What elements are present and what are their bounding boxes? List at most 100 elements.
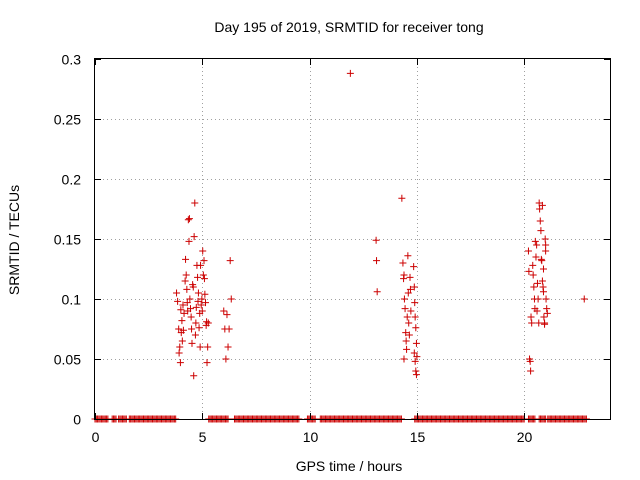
data-point [412, 371, 420, 379]
data-point [373, 288, 381, 296]
x-axis-title: GPS time / hours [296, 458, 403, 474]
data-point [413, 353, 421, 361]
data-point [411, 313, 419, 321]
data-point [227, 295, 235, 303]
data-point [533, 279, 541, 287]
data-points [91, 69, 590, 423]
data-point [185, 237, 193, 245]
data-point [411, 357, 419, 365]
data-point [192, 303, 200, 311]
plot-frame [94, 58, 611, 420]
data-point [404, 289, 412, 297]
data-point [226, 257, 234, 265]
x-tick-label: 0 [92, 429, 100, 445]
data-point [174, 297, 182, 305]
data-point [204, 319, 212, 327]
data-point [194, 289, 202, 297]
data-point [524, 247, 532, 255]
data-point [412, 339, 420, 347]
y-tick-label: 0.3 [62, 52, 82, 68]
data-point [540, 313, 548, 321]
data-point [190, 233, 198, 241]
data-point [399, 259, 407, 267]
data-point [198, 295, 206, 303]
data-point [186, 305, 194, 313]
y-tick-labels: 0 0.05 0.1 0.15 0.2 0.25 0.3 [54, 52, 81, 428]
data-point [202, 299, 210, 307]
data-point [223, 311, 231, 319]
data-point [179, 326, 187, 334]
data-point [525, 267, 533, 275]
data-point [403, 345, 411, 353]
data-point [222, 355, 230, 363]
data-point [373, 257, 381, 265]
y-tick-label: 0 [73, 412, 81, 428]
data-point [410, 349, 418, 357]
data-point [189, 283, 197, 291]
data-point [346, 69, 354, 77]
data-point [539, 265, 547, 273]
data-point [528, 319, 536, 327]
data-point [530, 283, 538, 291]
data-point [194, 297, 202, 305]
x-tick-label: 15 [410, 429, 426, 445]
data-point [186, 295, 194, 303]
data-point [192, 319, 200, 327]
data-point [196, 343, 204, 351]
data-point [201, 290, 209, 298]
y-tick-label: 0.15 [54, 232, 81, 248]
data-point [204, 343, 212, 351]
data-point [527, 313, 535, 321]
y-tick-label: 0.1 [62, 292, 82, 308]
data-point [542, 241, 550, 249]
data-point [179, 301, 187, 309]
data-point [190, 372, 198, 380]
data-point [405, 331, 413, 339]
data-point [200, 257, 208, 265]
data-point [529, 271, 537, 279]
data-point [191, 199, 199, 207]
data-point [185, 215, 193, 223]
data-point [402, 329, 410, 337]
data-point [401, 305, 409, 313]
data-point [178, 337, 186, 345]
data-point [536, 217, 544, 225]
data-point [203, 318, 211, 326]
data-point [173, 289, 181, 297]
data-point [191, 331, 199, 339]
data-point [541, 235, 549, 243]
data-point [536, 205, 544, 213]
data-point [183, 285, 191, 293]
data-point [537, 227, 545, 235]
data-point [199, 247, 207, 255]
data-point [543, 305, 551, 313]
data-point [176, 359, 184, 367]
data-point [534, 295, 542, 303]
data-point [182, 255, 190, 263]
data-point [188, 325, 196, 333]
data-point [405, 319, 413, 327]
data-point [400, 295, 408, 303]
data-point [203, 359, 211, 367]
data-point [180, 309, 188, 317]
data-point [175, 325, 183, 333]
data-point [184, 216, 192, 224]
data-point [187, 313, 195, 321]
data-point [410, 283, 418, 291]
data-point [539, 288, 547, 296]
data-point [400, 355, 408, 363]
data-point [198, 307, 206, 315]
data-point [529, 261, 537, 269]
data-point [531, 237, 539, 245]
data-point [406, 273, 414, 281]
x-tick-label: 10 [303, 429, 319, 445]
data-point [178, 317, 186, 325]
data-point [220, 307, 228, 315]
data-point [177, 306, 185, 314]
data-point [175, 349, 183, 357]
data-point [538, 257, 546, 265]
x-tick-label: 5 [199, 429, 207, 445]
data-point [407, 307, 415, 315]
y-axis-title: SRMTID / TECUs [6, 185, 22, 295]
data-point [400, 271, 408, 279]
